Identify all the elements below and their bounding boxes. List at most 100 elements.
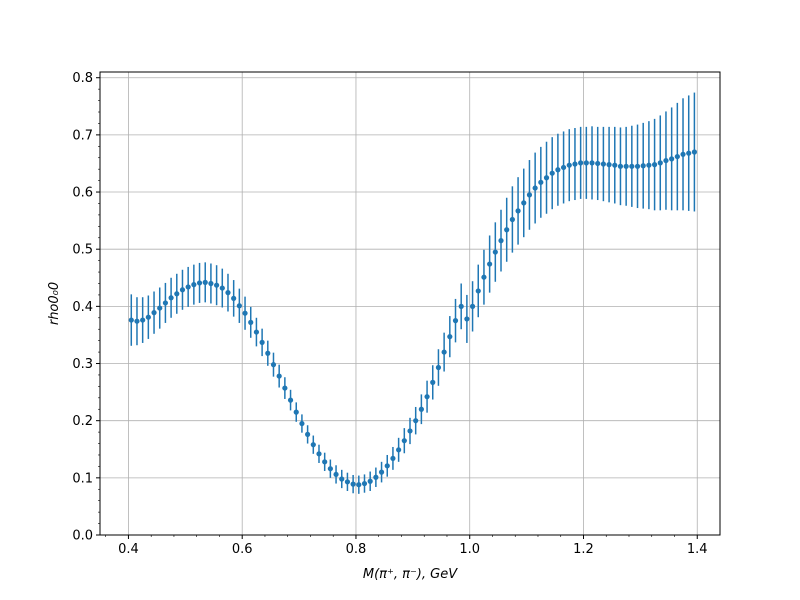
data-point [202, 279, 208, 285]
data-point [333, 471, 339, 478]
x-tick-label: 1.4 [687, 542, 708, 557]
data-point [134, 318, 140, 324]
data-point [390, 455, 396, 462]
data-points [128, 149, 698, 488]
data-point [521, 200, 527, 206]
y-tick-label: 0.6 [72, 186, 93, 201]
x-tick-label: 0.4 [118, 542, 139, 557]
data-point [128, 317, 134, 323]
data-point [231, 295, 237, 301]
data-point [441, 349, 447, 355]
data-point [214, 282, 220, 288]
data-point [492, 249, 498, 255]
data-point [208, 280, 214, 287]
data-point [293, 409, 299, 415]
data-point [413, 418, 419, 424]
data-point [612, 162, 618, 168]
data-point [396, 447, 402, 453]
y-tick-label: 0.1 [72, 471, 93, 486]
data-point [691, 149, 698, 155]
data-point [686, 150, 692, 156]
data-point [191, 282, 197, 288]
data-point [356, 482, 362, 488]
data-point [589, 160, 595, 166]
data-point [316, 451, 322, 457]
data-point [657, 160, 663, 166]
data-point [344, 479, 351, 485]
data-point [634, 163, 641, 169]
data-point [265, 350, 271, 356]
y-axis-label: rho0₀0 [47, 282, 62, 325]
data-point [151, 310, 157, 316]
y-tick-label: 0.8 [72, 71, 93, 86]
data-point [339, 476, 345, 482]
data-point [236, 303, 242, 309]
data-point [515, 208, 521, 214]
y-tick-label: 0.0 [72, 529, 93, 544]
data-point [401, 438, 407, 444]
grid-lines [100, 72, 720, 536]
data-point [259, 339, 265, 345]
data-point [669, 156, 675, 162]
data-point [572, 161, 578, 167]
x-axis-minor-ticks [105, 535, 675, 537]
data-point [140, 317, 146, 323]
x-axis-ticks: 0.4 0.6 0.8 1.0 1.2 1.4 [118, 535, 708, 557]
data-point [219, 285, 225, 291]
data-point [225, 290, 231, 296]
data-point [651, 162, 658, 168]
data-point [435, 364, 442, 371]
y-axis-ticks: 0.0 0.1 0.2 0.3 0.4 0.5 0.6 0.7 0.8 [72, 71, 100, 544]
data-point [606, 162, 612, 168]
data-point [327, 466, 333, 472]
data-point [447, 334, 453, 340]
data-point [680, 151, 686, 157]
data-point [458, 303, 464, 309]
data-point [367, 478, 373, 484]
data-point [526, 192, 533, 198]
y-tick-label: 0.5 [72, 243, 93, 258]
data-point [253, 329, 260, 335]
data-point [276, 373, 282, 379]
data-point [174, 291, 180, 297]
data-point [185, 284, 191, 290]
data-point [350, 481, 356, 487]
x-axis-label: M(π⁺, π⁻), GeV [363, 567, 458, 582]
data-point [424, 394, 430, 400]
data-point [157, 305, 163, 311]
data-point [640, 163, 646, 169]
data-point [378, 469, 385, 475]
data-point [532, 185, 538, 191]
data-point [595, 160, 601, 167]
data-point [168, 295, 174, 301]
data-point [543, 175, 550, 181]
data-point [509, 216, 515, 223]
data-point [282, 385, 288, 391]
data-point [322, 459, 328, 465]
data-point [196, 280, 203, 286]
data-point [549, 170, 555, 176]
data-point [287, 397, 294, 403]
data-point [162, 300, 169, 306]
x-tick-label: 1.0 [459, 542, 480, 557]
data-point [418, 406, 424, 412]
data-point [646, 162, 652, 168]
data-point [475, 288, 481, 294]
data-point [617, 163, 624, 169]
y-axis-minor-ticks [98, 88, 100, 524]
data-point [663, 157, 669, 164]
data-point [504, 227, 510, 233]
y-tick-label: 0.7 [72, 128, 93, 143]
data-point [674, 153, 680, 160]
data-point [538, 179, 544, 185]
data-point [623, 163, 629, 169]
data-point [407, 428, 413, 434]
y-tick-label: 0.4 [72, 300, 93, 315]
y-tick-label: 0.3 [72, 357, 93, 372]
data-point [305, 431, 311, 437]
data-point [600, 161, 606, 167]
data-point [179, 287, 186, 293]
data-point [361, 480, 368, 487]
